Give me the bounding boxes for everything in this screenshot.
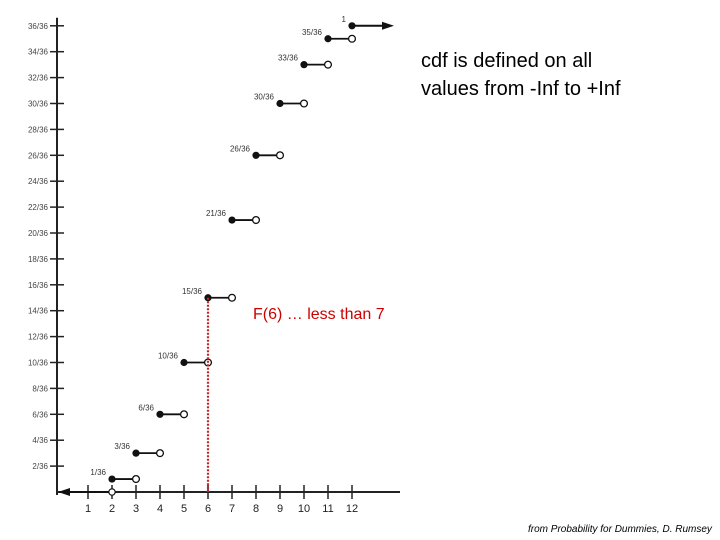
closed-endpoint — [300, 61, 308, 69]
y-tick-label: 6/36 — [32, 410, 48, 419]
x-tick-label: 9 — [277, 503, 283, 515]
open-endpoint — [155, 449, 165, 458]
y-tick-label: 20/36 — [28, 229, 49, 238]
step-label: 10/36 — [158, 352, 179, 361]
open-endpoint — [108, 488, 116, 496]
chart-axes — [56, 17, 400, 495]
closed-endpoint — [180, 358, 188, 367]
y-tick-label: 36/36 — [28, 22, 49, 31]
open-endpoint — [227, 293, 237, 302]
open-endpoint — [299, 99, 309, 108]
y-tick-label: 22/36 — [28, 203, 49, 212]
y-tick-label: 32/36 — [28, 74, 49, 83]
step-label: 6/36 — [138, 403, 154, 412]
closed-endpoint — [156, 410, 164, 418]
y-tick-label: 4/36 — [32, 436, 48, 445]
open-endpoint — [275, 151, 285, 160]
closed-endpoint — [132, 449, 140, 457]
x-tick-label: 1 — [85, 503, 91, 515]
x-tick-label: 2 — [109, 503, 115, 515]
closed-endpoint — [252, 151, 260, 159]
source-credit: from Probability for Dummies, D. Rumsey — [528, 524, 712, 535]
y-tick-labels: 2/36 4/36 6/36 8/36 10/36 12/36 14/36 16/36 18/3… — [28, 22, 64, 471]
step-label: 26/36 — [230, 144, 251, 153]
x-tick-label: 10 — [298, 503, 310, 515]
x-tick-label: 8 — [253, 503, 259, 515]
step-label: 3/36 — [114, 442, 130, 451]
step-label: 30/36 — [254, 93, 275, 102]
x-tick-label: 7 — [229, 503, 235, 515]
note-line-1: cdf is defined on all — [421, 50, 593, 72]
open-endpoint — [251, 216, 261, 225]
step-label: 15/36 — [182, 287, 203, 296]
marker-annotation: F(6) … less than 7 — [253, 306, 385, 323]
y-tick-label: 28/36 — [28, 125, 49, 134]
y-tick-label: 30/36 — [28, 100, 49, 109]
y-tick-label: 12/36 — [28, 333, 49, 342]
closed-endpoint — [348, 22, 356, 30]
closed-endpoint — [324, 35, 332, 43]
x-tick-label: 4 — [157, 503, 163, 515]
step-label: 33/36 — [278, 54, 299, 63]
y-tick-label: 18/36 — [28, 255, 49, 264]
closed-endpoint — [108, 475, 116, 483]
y-tick-label: 2/36 — [32, 462, 48, 471]
y-tick-label: 10/36 — [28, 359, 49, 368]
y-tick-label: 24/36 — [28, 177, 49, 186]
open-endpoint — [179, 410, 189, 419]
x-tick-label: 5 — [181, 503, 187, 515]
y-tick-label: 8/36 — [32, 384, 48, 393]
right-arrow-head — [382, 21, 394, 30]
x-tick-label: 3 — [133, 503, 139, 515]
step-label: 35/36 — [302, 28, 323, 37]
y-tick-label: 26/36 — [28, 151, 49, 160]
open-endpoint — [323, 60, 333, 69]
left-arrow-head — [58, 488, 70, 496]
closed-endpoint — [228, 216, 236, 224]
y-tick-label: 16/36 — [28, 281, 49, 290]
x-tick-labels: 1 2 3 4 5 6 7 8 9 10 11 12 — [85, 485, 358, 515]
y-tick-label: 14/36 — [28, 307, 49, 316]
open-endpoint — [347, 34, 357, 43]
y-tick-label: 34/36 — [28, 48, 49, 57]
step-label: 21/36 — [206, 209, 227, 218]
step-segments: 1/36 3/36 6/36 10/36 15/36 21/36 26/36 30/36 33/… — [58, 15, 394, 496]
step-label: 1 — [342, 15, 347, 24]
x-tick-label: 6 — [205, 503, 211, 515]
note-line-2: values from -Inf to +Inf — [421, 78, 621, 100]
x-tick-label: 12 — [346, 503, 358, 515]
step-label: 1/36 — [90, 468, 106, 477]
x-tick-label: 11 — [322, 503, 333, 515]
open-endpoint — [131, 474, 141, 484]
closed-endpoint — [276, 99, 284, 108]
